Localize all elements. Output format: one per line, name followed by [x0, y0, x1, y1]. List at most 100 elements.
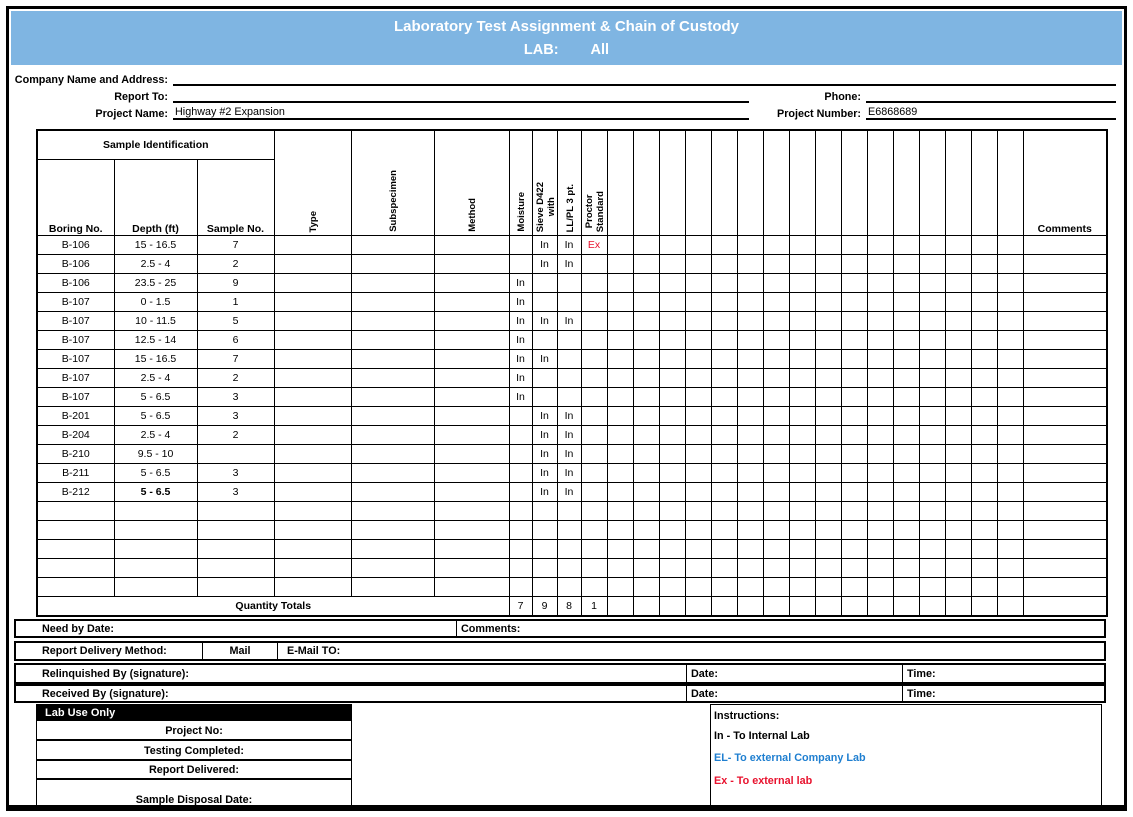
cell-type[interactable] [273, 273, 352, 293]
cell-method[interactable] [433, 368, 510, 388]
testing-completed-field[interactable]: Testing Completed: [36, 741, 352, 761]
cell-blank[interactable] [632, 330, 660, 350]
cell-blank[interactable] [710, 349, 738, 369]
cell-subspecimen[interactable] [350, 292, 435, 312]
cell-sieve[interactable] [531, 501, 558, 521]
cell-sample-no[interactable]: 6 [196, 330, 275, 350]
cell-blank[interactable] [892, 235, 920, 255]
cell-blank[interactable] [632, 349, 660, 369]
cell-blank[interactable] [970, 387, 998, 407]
cell-blank[interactable] [684, 273, 712, 293]
sample-disposal-date-field[interactable]: Sample Disposal Date: [36, 792, 352, 810]
cell-blank[interactable] [996, 520, 1024, 540]
cell-blank[interactable] [814, 311, 842, 331]
cell-boring-no[interactable]: B-106 [36, 235, 115, 255]
cell-blank[interactable] [632, 387, 660, 407]
cell-blank[interactable] [840, 406, 868, 426]
cell-subspecimen[interactable] [350, 482, 435, 502]
cell-blank[interactable] [684, 330, 712, 350]
cell-blank[interactable] [970, 482, 998, 502]
cell-blank[interactable] [944, 273, 972, 293]
cell-proctor[interactable] [580, 482, 608, 502]
cell-blank[interactable] [684, 406, 712, 426]
cell-blank[interactable] [944, 330, 972, 350]
cell-blank[interactable] [762, 558, 790, 578]
cell-subspecimen[interactable] [350, 368, 435, 388]
cell-method[interactable] [433, 425, 510, 445]
cell-moisture[interactable]: In [508, 368, 533, 388]
cell-proctor[interactable] [580, 368, 608, 388]
cell-blank[interactable] [814, 254, 842, 274]
cell-blank[interactable] [632, 235, 660, 255]
cell-proctor[interactable] [580, 330, 608, 350]
cell-blank[interactable] [606, 558, 634, 578]
cell-blank[interactable] [736, 482, 764, 502]
cell-blank[interactable] [684, 577, 712, 597]
cell-type[interactable] [273, 368, 352, 388]
cell-sieve[interactable]: In [531, 406, 558, 426]
cell-blank[interactable] [788, 368, 816, 388]
cell-blank[interactable] [866, 311, 894, 331]
cell-blank[interactable] [788, 482, 816, 502]
cell-depth[interactable]: 5 - 6.5 [113, 387, 198, 407]
cell-blank[interactable] [710, 330, 738, 350]
cell-blank[interactable] [273, 501, 352, 521]
cell-blank[interactable] [840, 577, 868, 597]
cell-sieve[interactable]: In [531, 349, 558, 369]
cell-depth[interactable]: 2.5 - 4 [113, 254, 198, 274]
cell-blank[interactable] [684, 387, 712, 407]
cell-sieve[interactable] [531, 558, 558, 578]
cell-moisture[interactable]: In [508, 349, 533, 369]
cell-blank[interactable] [606, 501, 634, 521]
cell-blank[interactable] [710, 520, 738, 540]
email-to-field[interactable]: E-Mail TO: [277, 643, 1104, 659]
cell-type[interactable] [273, 444, 352, 464]
cell-moisture[interactable] [508, 520, 533, 540]
cell-proctor[interactable] [580, 349, 608, 369]
relinquished-signature-field[interactable]: Relinquished By (signature): [42, 667, 189, 680]
cell-blank[interactable] [736, 368, 764, 388]
cell-blank[interactable] [710, 463, 738, 483]
cell-blank[interactable] [273, 577, 352, 597]
cell-blank[interactable] [814, 235, 842, 255]
cell-blank[interactable] [918, 254, 946, 274]
cell-sieve[interactable] [531, 273, 558, 293]
cell-blank[interactable] [996, 330, 1024, 350]
cell-blank[interactable] [970, 539, 998, 559]
cell-blank[interactable] [710, 425, 738, 445]
cell-blank[interactable] [944, 463, 972, 483]
cell-blank[interactable] [840, 558, 868, 578]
cell-blank[interactable] [632, 444, 660, 464]
cell-sieve[interactable] [531, 330, 558, 350]
cell-blank[interactable] [918, 425, 946, 445]
cell-blank[interactable] [814, 501, 842, 521]
cell-blank[interactable] [970, 558, 998, 578]
cell-blank[interactable] [788, 425, 816, 445]
cell-blank[interactable] [866, 425, 894, 445]
cell-blank[interactable] [736, 311, 764, 331]
cell-blank[interactable] [350, 558, 435, 578]
cell-sample-no[interactable] [196, 444, 275, 464]
cell-depth[interactable]: 2.5 - 4 [113, 425, 198, 445]
cell-blank[interactable] [762, 292, 790, 312]
cell-boring-no[interactable]: B-201 [36, 406, 115, 426]
cell-type[interactable] [273, 406, 352, 426]
cell-blank[interactable] [710, 254, 738, 274]
comments-field[interactable]: Comments: [456, 621, 1104, 636]
cell-blank[interactable] [814, 406, 842, 426]
cell-subspecimen[interactable] [350, 311, 435, 331]
cell-blank[interactable] [970, 444, 998, 464]
cell-blank[interactable] [684, 254, 712, 274]
cell-subspecimen[interactable] [350, 330, 435, 350]
cell-depth[interactable]: 15 - 16.5 [113, 235, 198, 255]
cell-blank[interactable] [918, 577, 946, 597]
cell-proctor[interactable] [580, 520, 608, 540]
cell-blank[interactable] [684, 368, 712, 388]
cell-comments[interactable] [1022, 368, 1108, 388]
cell-method[interactable] [433, 387, 510, 407]
cell-blank[interactable] [918, 311, 946, 331]
cell-blank[interactable] [840, 387, 868, 407]
cell-blank[interactable] [996, 501, 1024, 521]
cell-blank[interactable] [736, 330, 764, 350]
cell-blank[interactable] [606, 254, 634, 274]
